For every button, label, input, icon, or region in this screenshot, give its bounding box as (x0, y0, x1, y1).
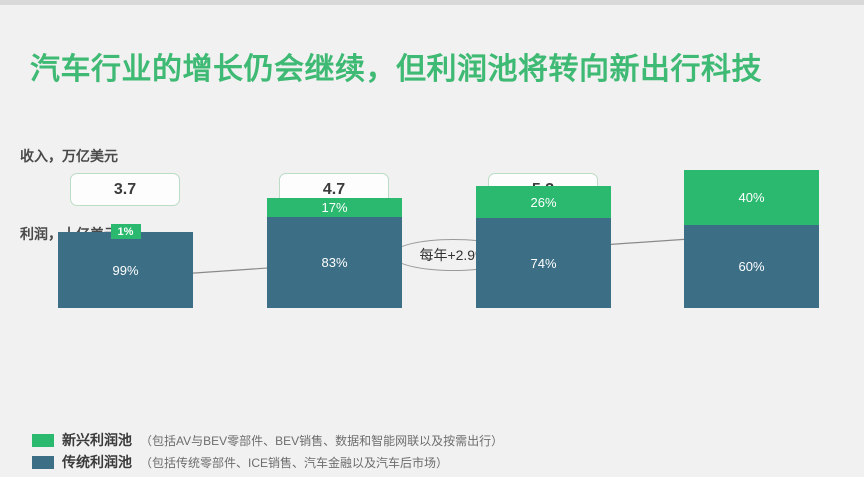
page-title: 汽车行业的增长仍会继续，但利润池将转向新出行科技 (30, 53, 762, 86)
top-band (0, 0, 864, 5)
legend-item-new-pool: 新兴利润池 （包括AV与BEV零部件、BEV销售、数据和智能网联以及按需出行） (32, 429, 503, 451)
legend-swatch-traditional-pool-icon (32, 455, 54, 469)
legend-desc-traditional-pool: （包括传统零部件、ICE销售、汽车金融以及汽车后市场） (140, 455, 449, 470)
bar-stack: 26% 74% (476, 186, 611, 308)
legend-item-traditional-pool: 传统利润池 （包括传统零部件、ICE销售、汽车金融以及汽车后市场） (32, 451, 503, 473)
bar-stack: 40% 60% (684, 170, 819, 308)
legend-label-traditional-pool: 传统利润池 (62, 454, 132, 470)
revenue-box-2017: 3.7 (70, 173, 180, 206)
legend-label-new-pool: 新兴利润池 (62, 432, 132, 448)
segment-new-pool: 17% (267, 198, 402, 217)
legend-swatch-new-pool-icon (32, 433, 54, 447)
chart-plot-area: 226 1% 99% 2017 303 17% 83% 2025 336 26%… (0, 170, 864, 477)
segment-new-pool: 40% (684, 170, 819, 225)
segment-traditional-pool: 99% (58, 232, 193, 308)
bar-stack: 1% 99% (58, 224, 193, 308)
segment-new-pool: 1% (110, 224, 141, 239)
revenue-axis-label: 收入，万亿美元 (20, 148, 118, 164)
chart-legend: 新兴利润池 （包括AV与BEV零部件、BEV销售、数据和智能网联以及按需出行） … (32, 429, 503, 473)
bar-stack: 17% 83% (267, 198, 402, 308)
segment-traditional-pool: 74% (476, 218, 611, 308)
cagr-annotation-text: 每年+2.9% (419, 247, 488, 263)
legend-desc-new-pool: （包括AV与BEV零部件、BEV销售、数据和智能网联以及按需出行） (140, 433, 504, 448)
segment-traditional-pool: 83% (267, 217, 402, 308)
segment-new-pool: 26% (476, 186, 611, 218)
segment-traditional-pool: 60% (684, 225, 819, 308)
